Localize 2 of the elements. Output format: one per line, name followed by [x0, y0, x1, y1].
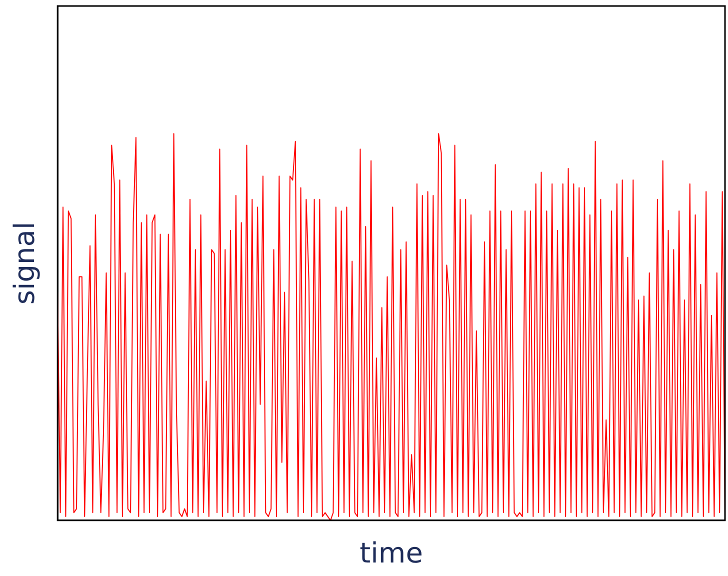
x-axis-title: time — [360, 536, 423, 570]
y-axis-title: signal — [8, 222, 42, 305]
